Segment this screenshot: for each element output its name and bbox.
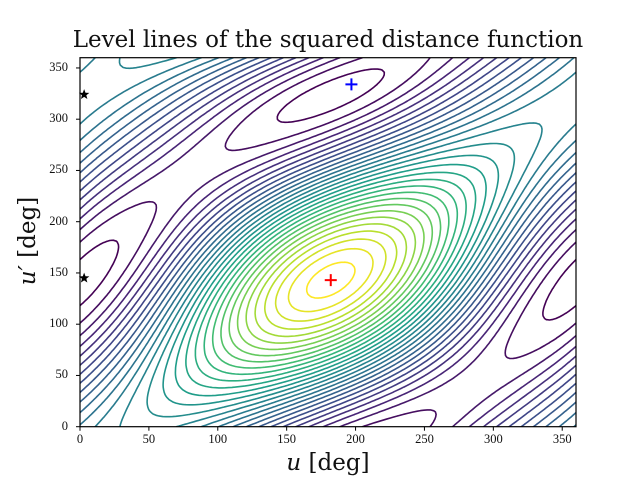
x-tick-label: 150 [277, 432, 297, 446]
contour-level [80, 57, 576, 427]
contour-level [194, 178, 467, 382]
y-tick-label: 200 [49, 213, 68, 228]
contour-level [162, 154, 500, 406]
contour-level [305, 261, 356, 299]
markers [78, 78, 358, 287]
y-tick-label: 100 [49, 316, 68, 331]
contour-level [118, 57, 543, 427]
star-upper-marker [78, 89, 90, 100]
x-tick-label: 100 [208, 432, 228, 446]
x-tick-label: 200 [346, 432, 365, 446]
y-tick-label: 0 [61, 418, 68, 433]
x-tick-label: 300 [483, 432, 503, 446]
y-tick-label: 250 [49, 162, 68, 177]
contour-level [174, 163, 487, 397]
star-lower-marker [78, 272, 90, 283]
x-tick-label: 50 [142, 432, 156, 446]
contour-level [220, 197, 442, 363]
x-tick-label: 350 [552, 432, 572, 446]
x-axis-label: u [deg] [0, 450, 640, 476]
y-axis-unit: [deg] [15, 196, 41, 266]
axes-frame [79, 57, 577, 428]
contour-level [274, 238, 387, 322]
y-axis-label: u′ [deg] [15, 171, 41, 311]
contour-level [203, 185, 459, 376]
contour-lines [80, 57, 576, 427]
contour-level [254, 223, 408, 338]
contour-level [287, 247, 374, 313]
y-tick-label: 150 [49, 264, 68, 279]
y-tick-label: 50 [55, 367, 69, 382]
y-tick-label: 350 [49, 59, 68, 74]
x-axis-var: u [286, 450, 302, 476]
contour-level [228, 203, 434, 357]
contour-level [185, 171, 477, 389]
y-axis-var: u′ [15, 265, 41, 286]
x-axis-unit: [deg] [301, 450, 370, 476]
x-tick-label: 0 [76, 432, 84, 446]
contour-level [264, 230, 398, 330]
contour-level [211, 191, 450, 369]
chart-title: Level lines of the squared distance func… [72, 27, 584, 53]
contour-level [146, 142, 516, 418]
contour-level [236, 210, 425, 351]
blue-plus-marker [345, 78, 358, 91]
x-tick-label: 250 [415, 432, 434, 446]
red-plus-marker [324, 274, 337, 287]
tick-marks [76, 67, 563, 431]
contour-level [245, 216, 417, 344]
y-tick-label: 300 [49, 111, 68, 126]
